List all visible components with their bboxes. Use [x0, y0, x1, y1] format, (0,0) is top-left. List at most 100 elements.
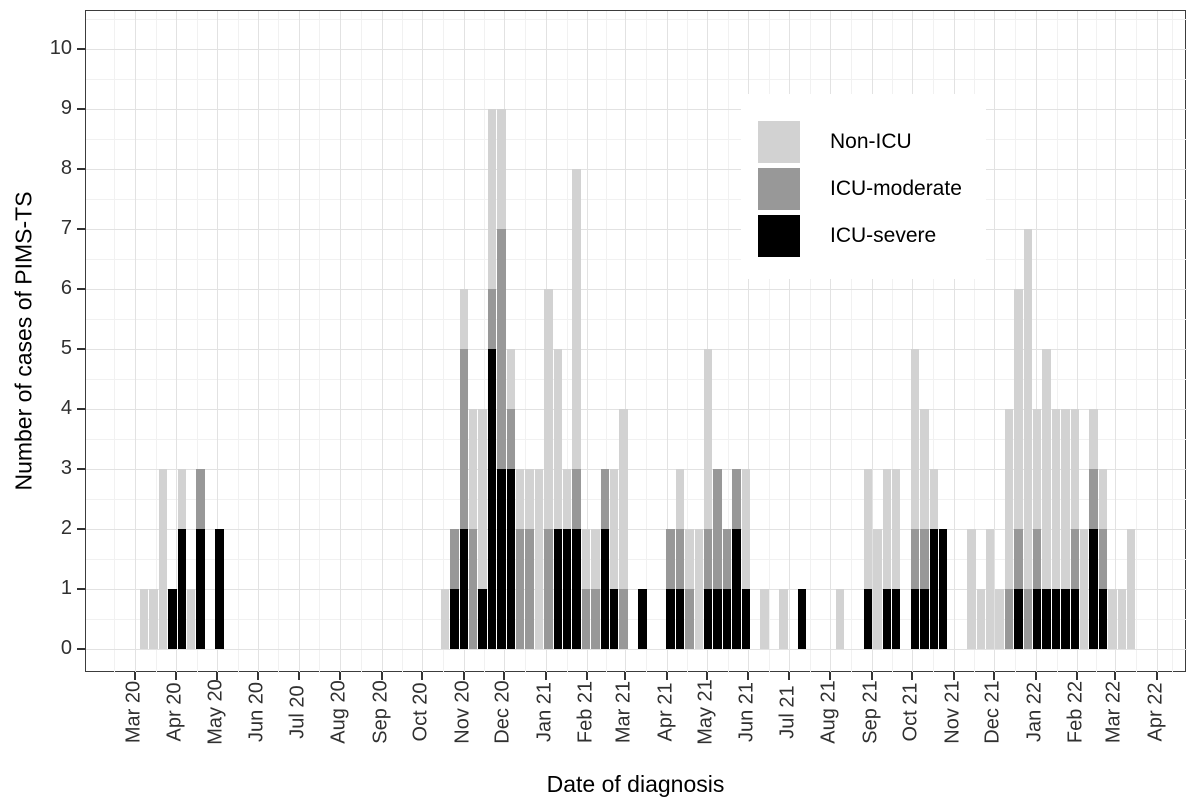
- gridline-major-vertical: [872, 11, 874, 673]
- bar-segment-icu-severe: [1098, 589, 1108, 649]
- bar-segment-non-icu: [863, 469, 873, 589]
- bar-segment-icu-moderate: [516, 529, 525, 649]
- y-tick-mark: [77, 588, 85, 590]
- bar-segment-icu-severe: [610, 589, 619, 649]
- bar-segment-non-icu: [892, 469, 901, 589]
- bar-segment-icu-severe: [450, 589, 459, 649]
- bar-segment-non-icu: [976, 589, 985, 649]
- x-tick-label: Sep 21: [859, 680, 882, 744]
- gridline-minor-vertical: [278, 11, 280, 673]
- gridline-minor-vertical: [1172, 11, 1174, 673]
- bar-segment-icu-severe: [741, 589, 750, 649]
- bar-segment-non-icu: [1080, 529, 1089, 649]
- y-tick-label: 8: [60, 157, 72, 179]
- bar-segment-icu-moderate: [591, 589, 600, 649]
- y-tick-mark: [77, 528, 85, 530]
- bar-segment-icu-severe: [638, 589, 647, 649]
- bar-segment-icu-moderate: [722, 529, 732, 589]
- x-tick-mark: [665, 672, 668, 680]
- x-tick-mark: [215, 672, 218, 680]
- gridline-major-vertical: [340, 11, 342, 673]
- bar-segment-icu-moderate: [450, 529, 459, 589]
- bar-segment-icu-moderate: [581, 589, 591, 649]
- bar-segment-non-icu: [478, 409, 487, 589]
- bar-segment-non-icu: [920, 409, 929, 529]
- bar-segment-non-icu: [506, 349, 515, 409]
- x-tick-mark: [503, 672, 506, 680]
- gridline-major-vertical: [953, 11, 955, 673]
- bar-segment-non-icu: [1108, 589, 1117, 649]
- bar-segment-icu-severe: [704, 589, 713, 649]
- bar-segment-icu-severe: [882, 589, 891, 649]
- gridline-minor-vertical: [237, 11, 239, 673]
- bar-segment-non-icu: [929, 469, 938, 529]
- bar-segment-non-icu: [1033, 409, 1042, 529]
- bar-segment-non-icu: [469, 409, 478, 529]
- bar-segment-icu-moderate: [704, 529, 713, 589]
- bar-segment-icu-severe: [675, 589, 685, 649]
- gridline-major-vertical: [258, 11, 260, 673]
- x-tick-label: Apr 20: [163, 682, 186, 742]
- x-tick-mark: [380, 672, 383, 680]
- gridline-minor-vertical: [524, 11, 526, 673]
- bar-segment-icu-severe: [910, 589, 920, 649]
- gridline-minor-vertical: [114, 11, 116, 673]
- bar-segment-non-icu: [967, 529, 976, 649]
- bar-segment-icu-severe: [1033, 589, 1042, 649]
- plot-panel: [85, 10, 1187, 673]
- y-tick-label: 10: [49, 37, 72, 59]
- bar-segment-non-icu: [995, 589, 1004, 649]
- bar-segment-icu-severe: [215, 529, 224, 649]
- y-tick-mark: [77, 168, 85, 170]
- x-tick-label: Mar 22: [1102, 680, 1125, 744]
- bar-segment-icu-moderate: [1023, 589, 1032, 649]
- bar-segment-icu-severe: [798, 589, 807, 649]
- bar-segment-icu-severe: [563, 529, 572, 649]
- gridline-minor-vertical: [974, 11, 976, 673]
- gridline-minor-vertical: [809, 11, 811, 673]
- gridline-minor-vertical: [361, 11, 363, 673]
- bar-segment-non-icu: [835, 589, 844, 649]
- gridline-major-vertical: [624, 11, 626, 673]
- bar-segment-icu-severe: [1051, 589, 1061, 649]
- y-tick-mark: [77, 348, 85, 350]
- bar-segment-non-icu: [685, 529, 694, 589]
- gridline-major-horizontal: [86, 469, 1187, 470]
- y-tick-mark: [77, 108, 85, 110]
- gridline-minor-horizontal: [86, 19, 1187, 20]
- x-tick-mark: [544, 672, 547, 680]
- x-tick-label: Jan 22: [1023, 681, 1046, 743]
- bar-segment-non-icu: [591, 529, 600, 589]
- x-tick-mark: [871, 672, 874, 680]
- bar-segment-icu-moderate: [1004, 589, 1014, 649]
- x-tick-label: Apr 21: [654, 682, 677, 742]
- gridline-major-vertical: [587, 11, 589, 673]
- legend-key-swatch: [758, 214, 800, 257]
- bar-segment-icu-severe: [666, 589, 675, 649]
- gridline-minor-horizontal: [86, 499, 1187, 500]
- gridline-major-vertical: [748, 11, 750, 673]
- x-tick-mark: [623, 672, 626, 680]
- y-tick-mark: [77, 648, 85, 650]
- bar-segment-non-icu: [534, 469, 544, 649]
- x-tick-label: Jul 21: [776, 685, 799, 739]
- bar-segment-non-icu: [1004, 409, 1014, 589]
- bar-segment-icu-moderate: [196, 469, 205, 529]
- x-tick-label: Oct 21: [899, 682, 922, 742]
- x-tick-mark: [1114, 672, 1117, 680]
- y-tick-mark: [77, 288, 85, 290]
- y-tick-mark: [77, 48, 85, 50]
- legend-label: ICU-moderate: [830, 176, 962, 200]
- gridline-major-vertical: [1077, 11, 1079, 673]
- gridline-major-vertical: [381, 11, 383, 673]
- bar-segment-icu-severe: [1089, 529, 1098, 649]
- bar-segment-icu-moderate: [920, 529, 929, 589]
- gridline-minor-horizontal: [86, 199, 1187, 200]
- gridline-major-vertical: [912, 11, 914, 673]
- bar-segment-non-icu: [553, 349, 562, 529]
- y-tick-mark: [77, 408, 85, 410]
- x-tick-label: Jun 21: [735, 681, 758, 743]
- bar-segment-non-icu: [581, 529, 591, 589]
- y-tick-label: 1: [60, 577, 72, 599]
- bar-segment-non-icu: [1061, 409, 1070, 589]
